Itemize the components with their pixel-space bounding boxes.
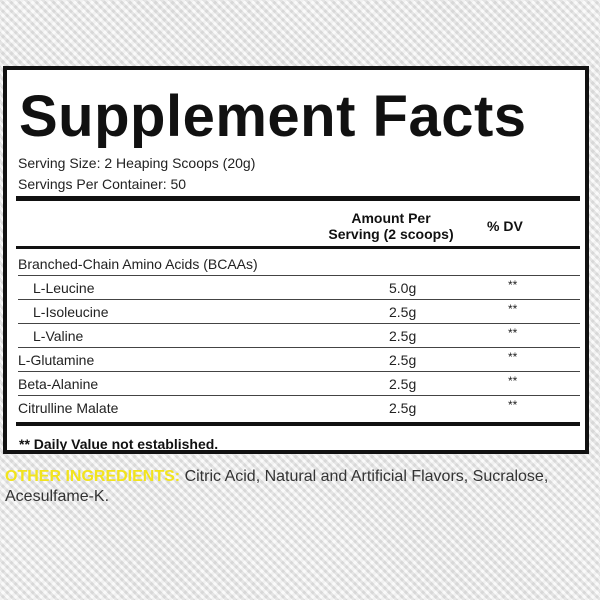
ingredient-row: L-Glutamine 2.5g ** — [18, 348, 580, 372]
row-divider — [18, 347, 580, 348]
ingredient-dv: ** — [508, 326, 518, 340]
ingredient-row: L-Leucine 5.0g ** — [18, 276, 580, 300]
row-divider — [18, 395, 580, 396]
ingredient-dv: ** — [508, 302, 518, 316]
ingredient-amount: 2.5g — [389, 328, 417, 344]
thick-divider — [16, 196, 580, 201]
ingredient-dv: ** — [508, 398, 518, 412]
ingredient-name: Citrulline Malate — [18, 400, 119, 416]
ingredient-row: Beta-Alanine 2.5g ** — [18, 372, 580, 396]
ingredient-name: L-Leucine — [33, 280, 95, 296]
ingredient-row: L-Isoleucine 2.5g ** — [18, 300, 580, 324]
amount-per-serving-header: Amount Per Serving (2 scoops) — [325, 210, 457, 242]
ingredient-amount: 2.5g — [389, 376, 417, 392]
row-divider — [18, 371, 580, 372]
ingredient-amount: 2.5g — [389, 352, 417, 368]
ingredient-dv: ** — [508, 278, 518, 292]
amount-header-line1: Amount Per — [351, 210, 431, 226]
footnote: ** Daily Value not established. — [19, 436, 219, 452]
ingredient-name: L-Valine — [33, 328, 84, 344]
bottom-divider — [16, 422, 580, 426]
dv-header: % DV — [487, 218, 523, 234]
ingredient-name: L-Glutamine — [18, 352, 95, 368]
ingredient-dv: ** — [508, 374, 518, 388]
ingredient-dv: ** — [508, 350, 518, 364]
group-row: Branched-Chain Amino Acids (BCAAs) — [18, 252, 580, 276]
amount-header-line2: Serving (2 scoops) — [328, 226, 454, 242]
serving-size: Serving Size: 2 Heaping Scoops (20g) — [18, 155, 256, 171]
other-ingredients-text: Citric Acid, Natural and Artificial Flav… — [5, 468, 549, 505]
ingredient-row: L-Valine 2.5g ** — [18, 324, 580, 348]
other-ingredients-label: OTHER INGREDIENTS: — [5, 468, 181, 485]
ingredient-row: Citrulline Malate 2.5g ** — [18, 396, 580, 420]
ingredient-name: Beta-Alanine — [18, 376, 99, 392]
group-label: Branched-Chain Amino Acids (BCAAs) — [18, 256, 258, 272]
ingredient-name: L-Isoleucine — [33, 304, 109, 320]
ingredient-amount: 5.0g — [389, 280, 417, 296]
servings-per-container: Servings Per Container: 50 — [18, 176, 187, 192]
supplement-facts-panel: Supplement Facts Serving Size: 2 Heaping… — [3, 66, 589, 454]
row-divider — [18, 275, 580, 276]
ingredient-amount: 2.5g — [389, 400, 417, 416]
row-divider — [18, 323, 580, 324]
ingredient-amount: 2.5g — [389, 304, 417, 320]
row-divider — [18, 299, 580, 300]
panel-title: Supplement Facts — [19, 84, 527, 149]
header-divider — [16, 246, 580, 249]
other-ingredients: OTHER INGREDIENTS: Citric Acid, Natural … — [5, 467, 595, 507]
